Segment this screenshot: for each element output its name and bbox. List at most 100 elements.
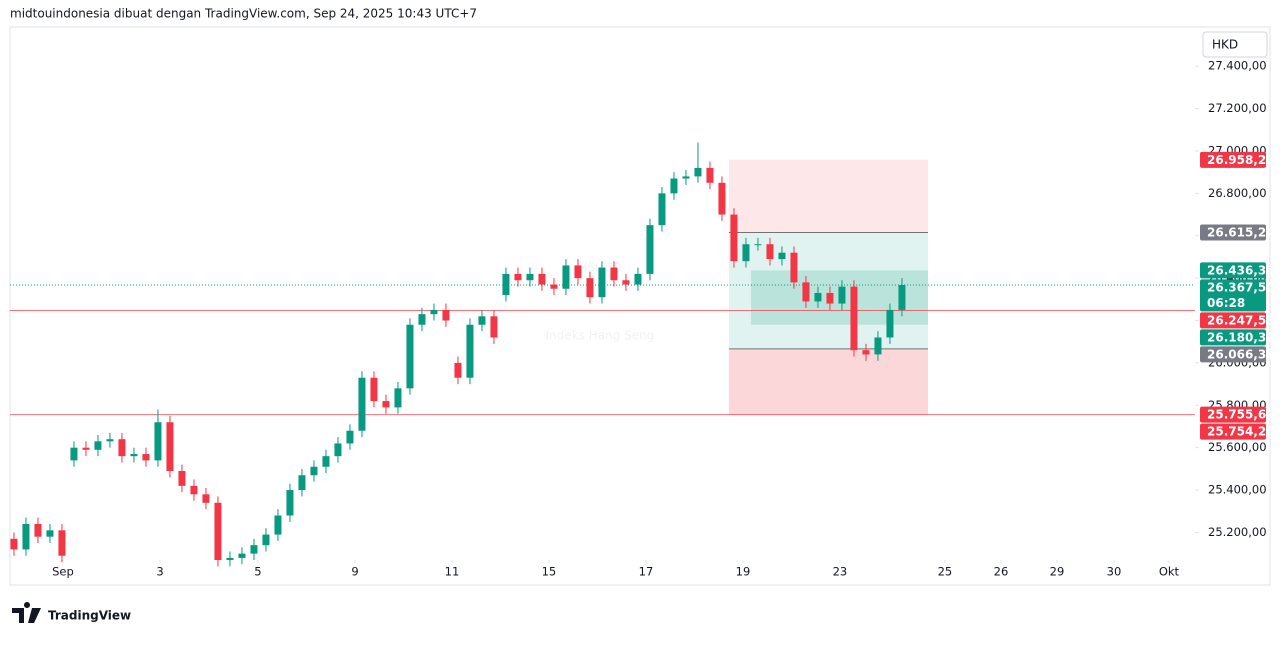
logo — [12, 602, 41, 623]
candle-body — [718, 182, 726, 215]
y-tick-label: 25.200,00 — [1208, 525, 1267, 539]
candle-body — [586, 278, 594, 298]
chart-frame — [9, 26, 1271, 586]
candle-body — [610, 267, 618, 281]
price-label: 25.755,67 — [1207, 408, 1275, 422]
x-tick-label: Okt — [1159, 565, 1180, 579]
candle-body — [706, 167, 714, 183]
candle-body — [754, 244, 762, 246]
candle-body — [394, 388, 402, 408]
candle-body — [898, 285, 906, 310]
candle-body — [838, 286, 846, 304]
candle-body — [694, 167, 702, 177]
candle-body — [790, 252, 798, 283]
candle-body — [574, 265, 582, 279]
x-tick-label: 15 — [542, 565, 557, 579]
candle-body — [442, 309, 450, 321]
candle-body — [622, 280, 630, 285]
price-label: 26.367,50 — [1207, 280, 1275, 294]
candle-body — [658, 193, 666, 226]
x-tick-label: 9 — [351, 565, 358, 579]
candle-body — [526, 273, 534, 281]
y-tick-label: 26.800,00 — [1208, 186, 1267, 200]
candle-body — [82, 447, 90, 450]
x-tick-label: 25 — [938, 565, 953, 579]
candle-body — [550, 284, 558, 289]
candle-body — [322, 456, 330, 467]
position-zone — [728, 159, 928, 233]
candle-body — [502, 273, 510, 296]
price-label-box — [1200, 406, 1266, 423]
candle-body — [514, 273, 522, 281]
candle-body — [154, 422, 162, 461]
candle-body — [730, 214, 738, 262]
price-label: 25.754,25 — [1207, 425, 1275, 439]
candle-body — [238, 553, 246, 558]
x-tick-label: 29 — [1050, 565, 1065, 579]
candle-body — [46, 530, 54, 537]
brand: TradingView — [48, 609, 131, 623]
candle-body — [190, 485, 198, 495]
candle-body — [598, 267, 606, 298]
candle-body — [130, 454, 138, 457]
candle-body — [850, 286, 858, 351]
candle-body — [262, 534, 270, 546]
x-tick-label: 3 — [156, 565, 163, 579]
price-label-box — [1200, 224, 1266, 241]
candle-body — [298, 475, 306, 491]
candle-body — [22, 523, 30, 550]
candle-body — [382, 401, 390, 408]
candle-body — [10, 538, 18, 550]
price-label: 26.958,28 — [1207, 153, 1275, 167]
price-label-box — [1200, 312, 1266, 329]
candle-body — [406, 324, 414, 389]
candle-body — [670, 178, 678, 194]
candle-body — [454, 362, 462, 378]
price-label-box — [1200, 329, 1266, 346]
candle-body — [202, 494, 210, 503]
candle-body — [250, 545, 258, 554]
candle-body — [58, 530, 66, 556]
y-tick-label: 27.200,00 — [1208, 101, 1267, 115]
position-zone — [728, 232, 928, 349]
candle-body — [766, 244, 774, 260]
candle-body — [814, 292, 822, 302]
candle-body — [538, 273, 546, 285]
y-tick-label: 25.400,00 — [1208, 483, 1267, 497]
price-label: 26.615,24 — [1207, 226, 1275, 240]
candle-body — [562, 265, 570, 289]
candle-body — [886, 309, 894, 338]
currency-box — [1202, 31, 1268, 58]
candle-body — [490, 316, 498, 338]
candle-body — [826, 292, 834, 304]
price-label: 26.247,53 — [1207, 313, 1275, 327]
candle-body — [874, 337, 882, 355]
header: midtouindonesia dibuat dengan TradingVie… — [10, 7, 477, 21]
candle-body — [286, 490, 294, 516]
currency: HKD — [1212, 38, 1238, 52]
x-tick-label: 5 — [254, 565, 261, 579]
candle-body — [862, 350, 870, 355]
watermark-name: Indeks Hang Seng — [546, 329, 655, 343]
x-tick-label: Sep — [52, 565, 74, 579]
candle-body — [802, 282, 810, 302]
y-tick-label: 27.400,00 — [1208, 59, 1267, 73]
price-label-box — [1200, 151, 1266, 168]
candle-body — [418, 314, 426, 325]
price-label-box — [1200, 346, 1266, 363]
x-tick-label: 19 — [736, 565, 751, 579]
x-tick-label: 11 — [445, 565, 460, 579]
x-tick-label: 23 — [833, 565, 848, 579]
candle-body — [346, 430, 354, 444]
x-tick-label: 30 — [1107, 565, 1122, 579]
position-zone — [728, 348, 928, 415]
price-label-box — [1200, 423, 1266, 440]
candle-body — [742, 244, 750, 262]
candle-body — [370, 377, 378, 402]
price-label: 26.436,35 — [1207, 263, 1275, 277]
countdown: 06:28 — [1207, 296, 1245, 310]
candle-body — [214, 502, 222, 560]
price-label-box — [1200, 262, 1266, 279]
